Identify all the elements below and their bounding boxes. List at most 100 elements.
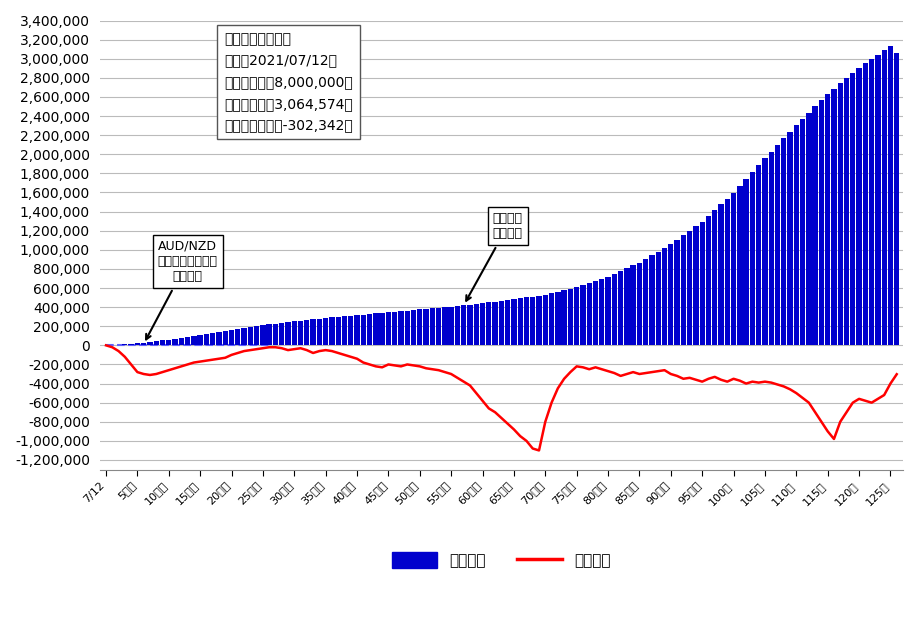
Bar bbox=[323, 318, 329, 345]
Bar bbox=[179, 338, 184, 345]
Bar bbox=[492, 302, 498, 345]
Bar bbox=[449, 306, 453, 345]
Bar bbox=[147, 342, 152, 345]
Bar bbox=[894, 52, 900, 345]
Bar bbox=[712, 210, 717, 345]
Bar bbox=[153, 341, 159, 345]
Bar bbox=[348, 316, 353, 345]
Bar bbox=[235, 329, 241, 345]
Bar bbox=[593, 281, 599, 345]
Bar bbox=[762, 158, 767, 345]
Bar bbox=[266, 324, 272, 345]
Bar bbox=[524, 297, 529, 345]
Bar bbox=[863, 63, 868, 345]
Bar bbox=[423, 309, 429, 345]
Bar bbox=[204, 334, 209, 345]
Bar bbox=[536, 295, 542, 345]
Bar bbox=[825, 94, 831, 345]
Bar bbox=[474, 304, 479, 345]
Bar bbox=[832, 89, 836, 345]
Bar bbox=[505, 300, 510, 345]
Bar bbox=[624, 269, 630, 345]
Bar bbox=[599, 279, 604, 345]
Bar bbox=[567, 289, 573, 345]
Bar bbox=[637, 263, 642, 345]
Bar bbox=[693, 226, 699, 345]
Bar bbox=[392, 312, 397, 345]
Bar bbox=[160, 340, 165, 345]
Bar bbox=[775, 145, 780, 345]
Bar bbox=[386, 312, 391, 345]
Bar bbox=[819, 100, 824, 345]
Bar bbox=[248, 327, 253, 345]
Bar bbox=[361, 315, 366, 345]
Bar bbox=[135, 343, 140, 345]
Bar bbox=[806, 112, 812, 345]
Bar bbox=[461, 305, 466, 345]
Bar bbox=[662, 248, 667, 345]
Bar bbox=[643, 259, 648, 345]
Bar bbox=[731, 193, 736, 345]
Bar bbox=[185, 337, 190, 345]
Bar bbox=[518, 299, 523, 345]
Bar bbox=[737, 186, 743, 345]
Bar bbox=[405, 311, 410, 345]
Bar bbox=[788, 131, 793, 345]
Text: トラリピ運用実績
期間：2021/07/12〜
世界戦略：　8,000,000円
確定利益：　3,064,574円
評価損益：　　-302,342円: トラリピ運用実績 期間：2021/07/12〜 世界戦略： 8,000,000円… bbox=[224, 32, 353, 133]
Legend: 確定利益, 評価損益: 確定利益, 評価損益 bbox=[386, 546, 617, 574]
Bar bbox=[498, 301, 504, 345]
Bar bbox=[197, 335, 203, 345]
Bar bbox=[191, 336, 196, 345]
Bar bbox=[888, 46, 893, 345]
Bar bbox=[273, 323, 278, 345]
Bar bbox=[292, 322, 297, 345]
Bar bbox=[680, 235, 686, 345]
Bar bbox=[304, 320, 309, 345]
Bar bbox=[844, 78, 849, 345]
Bar bbox=[436, 308, 442, 345]
Bar bbox=[850, 73, 856, 345]
Bar bbox=[719, 204, 723, 345]
Bar bbox=[367, 314, 372, 345]
Text: 世界戦略
スタート: 世界戦略 スタート bbox=[466, 212, 522, 300]
Bar bbox=[442, 307, 448, 345]
Bar bbox=[675, 240, 679, 345]
Bar bbox=[875, 55, 880, 345]
Bar bbox=[543, 295, 548, 345]
Bar bbox=[800, 119, 805, 345]
Bar bbox=[881, 50, 887, 345]
Bar bbox=[166, 339, 172, 345]
Bar bbox=[856, 68, 862, 345]
Bar bbox=[794, 125, 799, 345]
Bar bbox=[511, 299, 517, 345]
Bar bbox=[454, 306, 460, 345]
Bar bbox=[555, 292, 561, 345]
Bar bbox=[430, 308, 435, 345]
Bar bbox=[700, 221, 705, 345]
Bar bbox=[649, 255, 655, 345]
Bar bbox=[631, 265, 636, 345]
Bar bbox=[724, 198, 730, 345]
Bar bbox=[335, 317, 341, 345]
Bar bbox=[562, 290, 566, 345]
Bar bbox=[687, 231, 692, 345]
Bar bbox=[374, 313, 378, 345]
Bar bbox=[210, 333, 216, 345]
Text: AUD/NZD
ダイヤモンド戦略
スタート: AUD/NZD ダイヤモンド戦略 スタート bbox=[146, 240, 218, 339]
Bar bbox=[487, 302, 491, 345]
Bar bbox=[141, 343, 146, 345]
Bar bbox=[706, 216, 711, 345]
Bar bbox=[869, 59, 874, 345]
Bar bbox=[398, 311, 404, 345]
Bar bbox=[379, 313, 385, 345]
Bar bbox=[279, 323, 285, 345]
Bar bbox=[222, 331, 228, 345]
Bar bbox=[480, 303, 486, 345]
Bar bbox=[241, 328, 247, 345]
Bar bbox=[217, 332, 221, 345]
Bar bbox=[611, 274, 617, 345]
Bar bbox=[574, 288, 579, 345]
Bar bbox=[341, 316, 347, 345]
Bar bbox=[285, 322, 291, 345]
Bar bbox=[837, 84, 843, 345]
